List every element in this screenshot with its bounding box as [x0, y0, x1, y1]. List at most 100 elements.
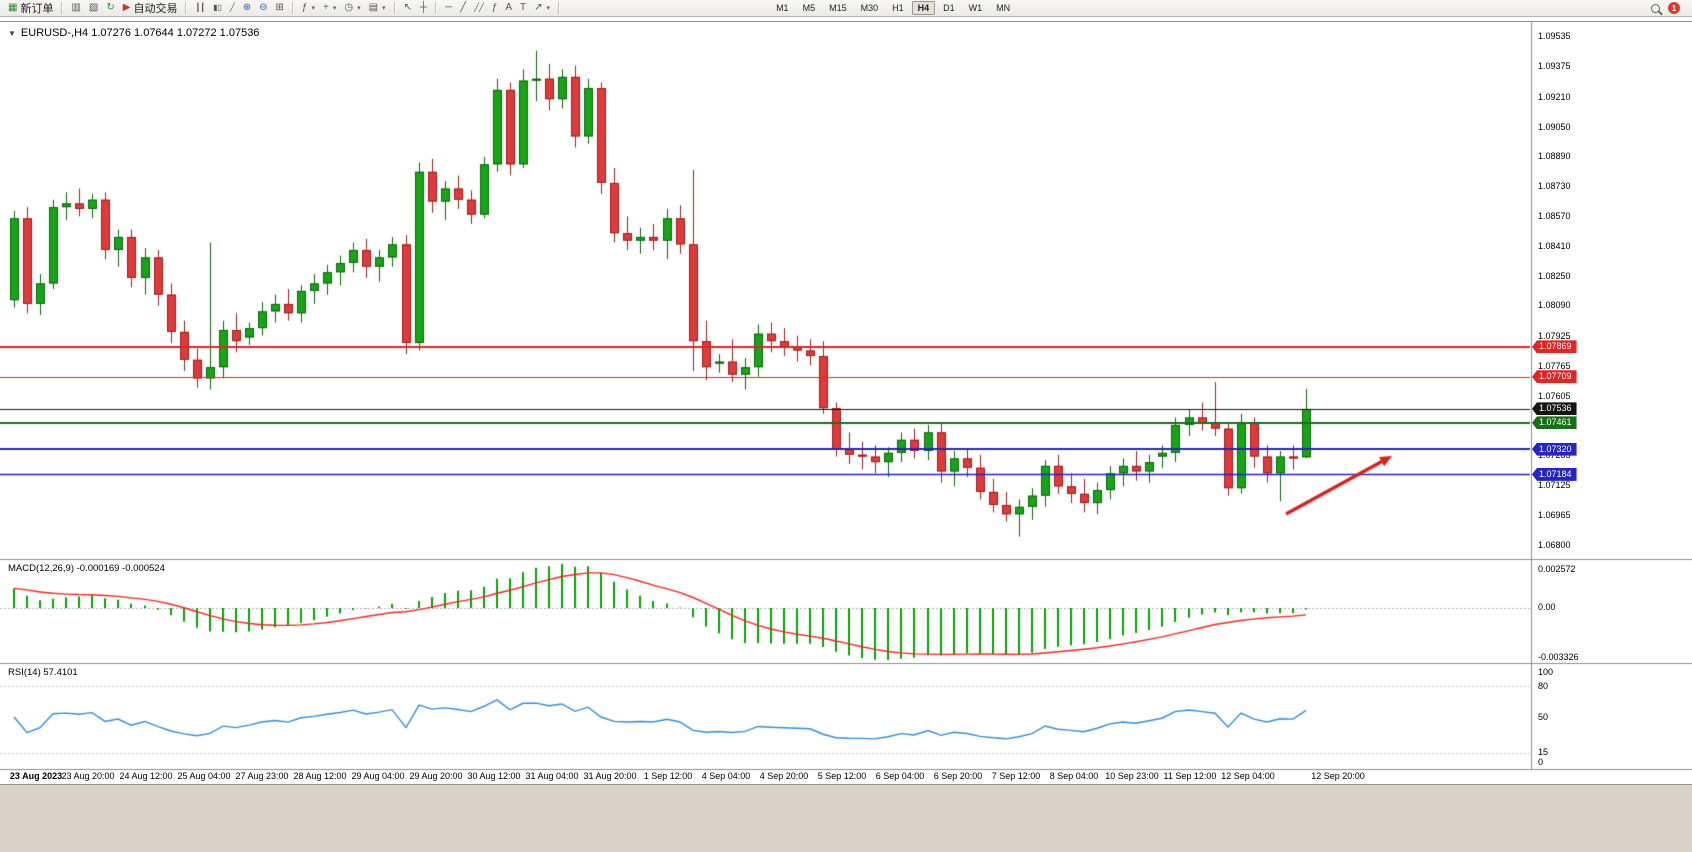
price-tag: 1.07320: [1532, 442, 1577, 456]
timeframe-mn-button[interactable]: MN: [990, 1, 1016, 15]
time-axis-label: 7 Sep 12:00: [991, 771, 1041, 781]
chevron-down-icon: ▾: [546, 5, 551, 12]
time-axis-label: 30 Aug 12:00: [467, 771, 521, 781]
price-axis-label: 1.08410: [1538, 240, 1571, 251]
time-axis-label: 24 Aug 12:00: [119, 771, 173, 781]
rsi-indicator-label: RSI(14) 57.4101: [8, 667, 78, 678]
horizontal-line-icon: ─: [445, 2, 453, 13]
clock-icon: ◷: [344, 2, 354, 13]
time-axis-label: 29 Aug 04:00: [351, 771, 405, 781]
price-tag: 1.07869: [1532, 340, 1577, 354]
fibonacci-icon: ƒ: [491, 2, 498, 13]
arrow-object-icon: ↗: [534, 2, 543, 13]
crosshair-button[interactable]: ┼: [416, 0, 431, 16]
macd-indicator-label: MACD(12,26,9) -0.000169 -0.000524: [8, 563, 165, 574]
time-axis-label: 4 Sep 04:00: [701, 771, 751, 781]
time-axis-label: 10 Sep 23:00: [1105, 771, 1159, 781]
price-axis-label: 1.06965: [1538, 509, 1571, 520]
toolbar-gap: [0, 17, 1692, 21]
timeframe-m5-button[interactable]: M5: [797, 1, 822, 15]
time-axis-label: 6 Sep 04:00: [875, 771, 925, 781]
template-icon: ▤: [368, 2, 379, 13]
cursor-button[interactable]: ↖: [400, 0, 416, 16]
channel-button[interactable]: ╱╱: [470, 0, 488, 16]
search-icon[interactable]: [1651, 3, 1660, 13]
price-tag: 1.07536: [1532, 402, 1577, 416]
new-order-icon: ▦: [8, 2, 18, 13]
new-order-button[interactable]: ▦ 新订单: [4, 0, 57, 16]
notification-badge[interactable]: 1: [1668, 2, 1680, 14]
line-chart-icon: ╱: [229, 3, 235, 12]
time-axis-label: 23 Aug 20:00: [61, 771, 115, 781]
horizontal-line-button[interactable]: ─: [441, 0, 456, 16]
price-axis-label: 1.08890: [1538, 151, 1571, 162]
price-axis-label: 1.07765: [1538, 360, 1571, 371]
chart-canvas[interactable]: [0, 22, 1692, 784]
trendline-button[interactable]: ╱: [456, 0, 470, 16]
price-axis-label: 1.08730: [1538, 181, 1571, 192]
time-axis-label: 29 Aug 20:00: [409, 771, 463, 781]
price-axis-label: 1.09050: [1538, 121, 1571, 132]
price-axis-label: 1.06800: [1538, 540, 1571, 551]
text-label-icon: T: [520, 2, 527, 13]
text-button[interactable]: A: [501, 0, 516, 16]
toolbar-separator: [558, 2, 561, 14]
timeframe-h4-button[interactable]: H4: [911, 1, 936, 15]
indicators-icon: ƒ: [301, 2, 308, 13]
price-scale[interactable]: [1532, 22, 1692, 769]
price-tag: 1.07184: [1532, 467, 1577, 481]
bar-chart-mode-button[interactable]: ┃┃: [191, 0, 209, 16]
candlestick-icon: ▮▯: [213, 3, 222, 12]
time-axis-label: 11 Sep 12:00: [1163, 771, 1217, 781]
cursor-icon: ↖: [403, 2, 412, 13]
symbol-ohlc-text: EURUSD-,H4 1.07276 1.07644 1.07272 1.075…: [20, 27, 260, 39]
time-axis-label: 5 Sep 12:00: [817, 771, 867, 781]
zoom-in-button[interactable]: ⊕: [239, 0, 255, 16]
timeframe-toolbar: M1 M5 M15 M30 H1 H4 D1 W1 MN: [769, 1, 1017, 15]
zoom-out-button[interactable]: ⊖: [255, 0, 271, 16]
price-axis-label: 1.08250: [1538, 270, 1571, 281]
timeframe-m1-button[interactable]: M1: [770, 1, 795, 15]
indicators-button[interactable]: ƒ ▾: [298, 0, 319, 16]
toolbar-separator: [61, 2, 64, 14]
refresh-button[interactable]: ↻: [102, 0, 118, 16]
text-label-button[interactable]: T: [516, 0, 530, 16]
rsi-axis-label: 80: [1538, 680, 1549, 691]
toolbar: ▦ 新订单 ▥ ▧ ↻ ▶ 自动交易 ┃┃ ▮▯ ╱ ⊕ ⊖ ⊞ ƒ ▾ + ▾ ◷…: [0, 0, 1692, 17]
chevron-down-icon: ▾: [357, 5, 361, 12]
time-axis-label: 23 Aug 2023: [9, 771, 63, 781]
chevron-down-icon: ▾: [382, 5, 386, 12]
tile-windows-button[interactable]: ⊞: [272, 0, 288, 16]
refresh-icon: ↻: [106, 2, 115, 13]
fibonacci-button[interactable]: ƒ: [488, 0, 502, 16]
timeframe-h1-button[interactable]: H1: [886, 1, 910, 15]
profiles-icon: ▧: [88, 2, 99, 13]
timeframe-m30-button[interactable]: M30: [855, 1, 885, 15]
time-axis-label: 25 Aug 04:00: [177, 771, 231, 781]
price-axis-label: 1.07125: [1538, 479, 1571, 490]
arrows-button[interactable]: ↗ ▾: [530, 0, 554, 16]
timeframe-m15-button[interactable]: M15: [823, 1, 853, 15]
profiles-button[interactable]: ▧: [85, 0, 102, 16]
templates-button[interactable]: ▤ ▾: [365, 0, 390, 16]
macd-axis-label: 0.002572: [1538, 564, 1576, 574]
one-click-trading-toggle[interactable]: ▼: [8, 28, 16, 38]
new-order-label: 新订单: [20, 3, 54, 15]
timeframe-w1-button[interactable]: W1: [963, 1, 989, 15]
zoom-out-icon: ⊖: [259, 2, 268, 13]
crosshair-icon: ┼: [419, 2, 428, 13]
rsi-axis-label: 100: [1538, 667, 1554, 677]
new-chart-button[interactable]: + ▾: [319, 0, 340, 16]
charts-button[interactable]: ▥: [67, 0, 84, 16]
price-axis-label: 1.09375: [1538, 61, 1571, 72]
timeframe-d1-button[interactable]: D1: [937, 1, 961, 15]
rsi-axis-label: 15: [1538, 747, 1549, 758]
autotrade-button[interactable]: ▶ 自动交易: [119, 0, 182, 16]
time-axis-label: 12 Sep 04:00: [1221, 771, 1275, 781]
candlestick-mode-button[interactable]: ▮▯: [209, 0, 226, 16]
line-chart-mode-button[interactable]: ╱: [226, 0, 239, 16]
toolbar-separator: [185, 2, 188, 14]
price-tag: 1.07461: [1532, 416, 1577, 430]
time-scale[interactable]: [0, 770, 1530, 784]
periods-button[interactable]: ◷ ▾: [340, 0, 364, 16]
